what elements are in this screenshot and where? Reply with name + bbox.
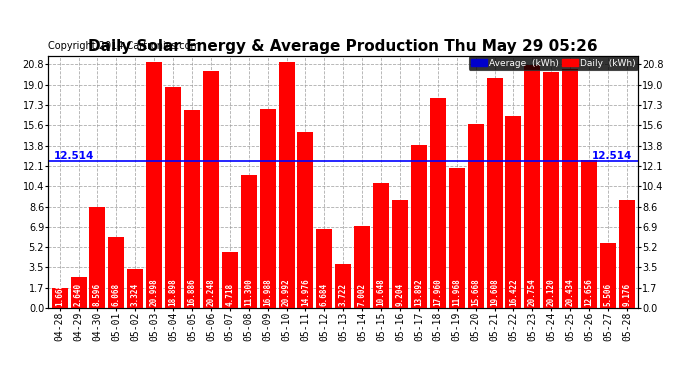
Text: 11.300: 11.300 <box>244 279 253 306</box>
Text: 3.324: 3.324 <box>131 283 140 306</box>
Bar <box>335 264 351 308</box>
Text: 2.640: 2.640 <box>74 283 83 306</box>
Text: 16.886: 16.886 <box>188 279 197 306</box>
Text: 16.988: 16.988 <box>263 279 272 306</box>
Bar <box>146 62 162 308</box>
Text: 17.960: 17.960 <box>433 279 442 306</box>
Bar <box>448 168 465 308</box>
Bar <box>279 62 295 308</box>
Bar <box>411 145 427 308</box>
Bar <box>373 183 389 308</box>
Bar <box>581 160 597 308</box>
Text: 12.514: 12.514 <box>592 151 632 161</box>
Bar <box>165 87 181 308</box>
Bar <box>90 207 106 308</box>
Bar <box>297 132 313 308</box>
Text: 20.754: 20.754 <box>528 279 537 306</box>
Text: 5.506: 5.506 <box>604 283 613 306</box>
Bar <box>430 98 446 308</box>
Bar <box>259 109 276 307</box>
Text: 20.998: 20.998 <box>150 279 159 306</box>
Bar <box>108 237 124 308</box>
Bar <box>562 69 578 308</box>
Text: 8.596: 8.596 <box>93 283 102 306</box>
Bar <box>221 252 238 308</box>
Bar <box>184 110 200 308</box>
Bar <box>505 116 522 308</box>
Text: 20.992: 20.992 <box>282 279 291 306</box>
Text: 1.668: 1.668 <box>55 283 64 306</box>
Text: 9.176: 9.176 <box>622 283 631 306</box>
Bar <box>354 226 371 308</box>
Text: 12.656: 12.656 <box>584 279 593 306</box>
Bar <box>70 277 86 308</box>
Bar <box>392 200 408 308</box>
Title: Daily Solar Energy & Average Production Thu May 29 05:26: Daily Solar Energy & Average Production … <box>88 39 598 54</box>
Text: 14.976: 14.976 <box>301 279 310 306</box>
Text: 16.422: 16.422 <box>509 279 518 306</box>
Text: 11.968: 11.968 <box>452 279 461 306</box>
Bar <box>241 176 257 308</box>
Text: 6.068: 6.068 <box>112 283 121 306</box>
Bar <box>543 72 560 308</box>
Bar <box>316 230 333 308</box>
Text: 4.718: 4.718 <box>226 283 235 306</box>
Text: 12.514: 12.514 <box>55 151 95 161</box>
Bar <box>600 243 616 308</box>
Bar <box>127 268 144 308</box>
Text: 20.248: 20.248 <box>206 279 215 306</box>
Text: 13.892: 13.892 <box>415 279 424 306</box>
Bar <box>203 71 219 308</box>
Bar <box>524 65 540 308</box>
Text: 10.648: 10.648 <box>377 279 386 306</box>
Text: 19.608: 19.608 <box>490 279 499 306</box>
Text: 20.434: 20.434 <box>566 279 575 306</box>
Text: 7.002: 7.002 <box>357 283 366 306</box>
Bar <box>486 78 502 308</box>
Text: Copyright 2014 Cartronics.com: Copyright 2014 Cartronics.com <box>48 40 200 51</box>
Bar <box>619 200 635 308</box>
Text: 6.684: 6.684 <box>320 283 329 306</box>
Text: 9.204: 9.204 <box>395 283 404 306</box>
Legend: Average  (kWh), Daily  (kWh): Average (kWh), Daily (kWh) <box>469 56 638 70</box>
Text: 15.668: 15.668 <box>471 279 480 306</box>
Text: 20.120: 20.120 <box>546 279 555 306</box>
Bar <box>52 288 68 308</box>
Bar <box>468 124 484 308</box>
Text: 18.898: 18.898 <box>168 279 177 306</box>
Text: 3.722: 3.722 <box>339 283 348 306</box>
